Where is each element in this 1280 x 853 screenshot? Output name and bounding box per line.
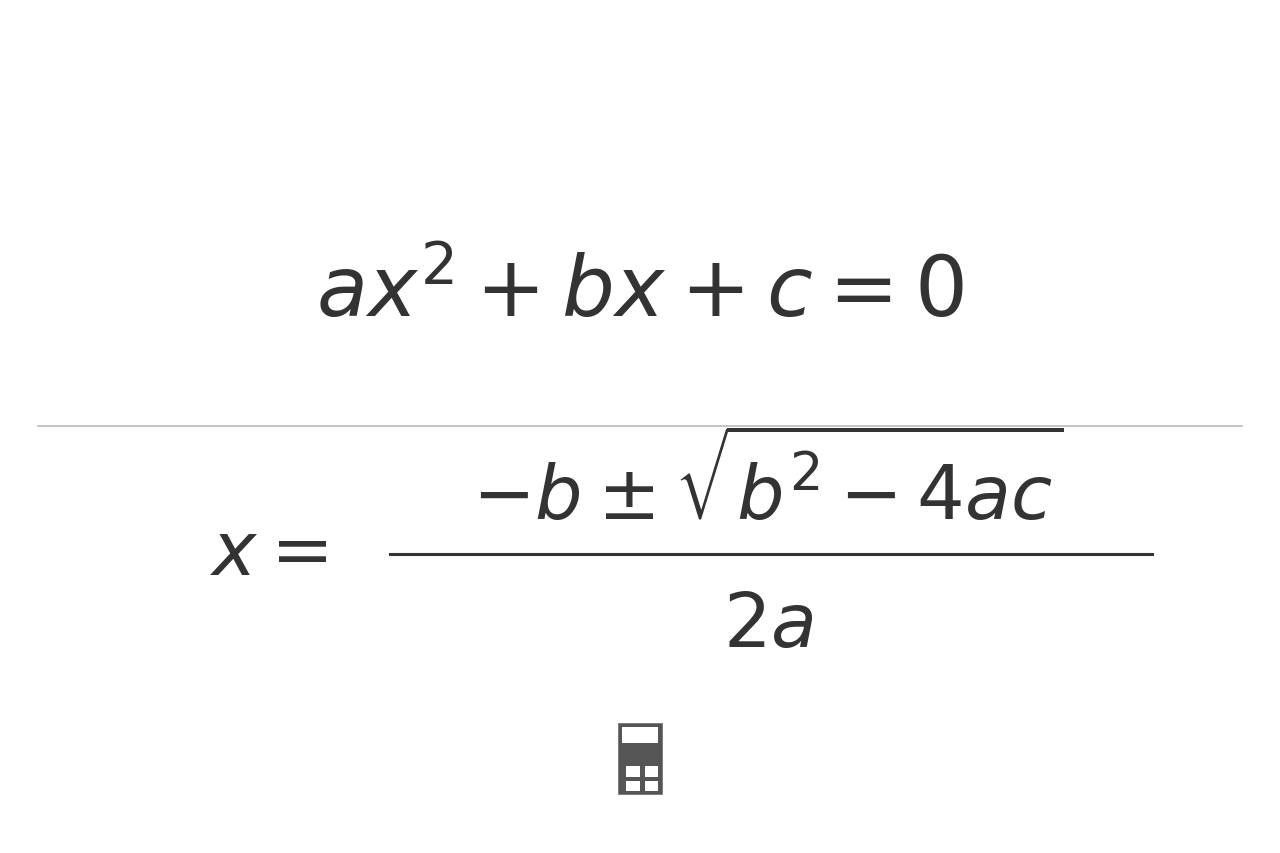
Text: Quadratic Formula: Quadratic Formula	[202, 29, 1078, 120]
Bar	[626, 780, 640, 791]
Text: $x =$: $x =$	[210, 518, 328, 590]
Text: $2a$: $2a$	[723, 589, 813, 663]
Bar	[626, 766, 640, 777]
Text: $-b \pm \sqrt{b^2 - 4ac}$: $-b \pm \sqrt{b^2 - 4ac}$	[472, 434, 1064, 535]
Text: www.inchcalculator.com: www.inchcalculator.com	[470, 811, 810, 835]
FancyBboxPatch shape	[616, 722, 664, 797]
Bar	[622, 727, 658, 743]
Text: $ax^2 + bx + c = 0$: $ax^2 + bx + c = 0$	[316, 253, 964, 334]
Bar	[645, 766, 658, 777]
Bar	[645, 780, 658, 791]
